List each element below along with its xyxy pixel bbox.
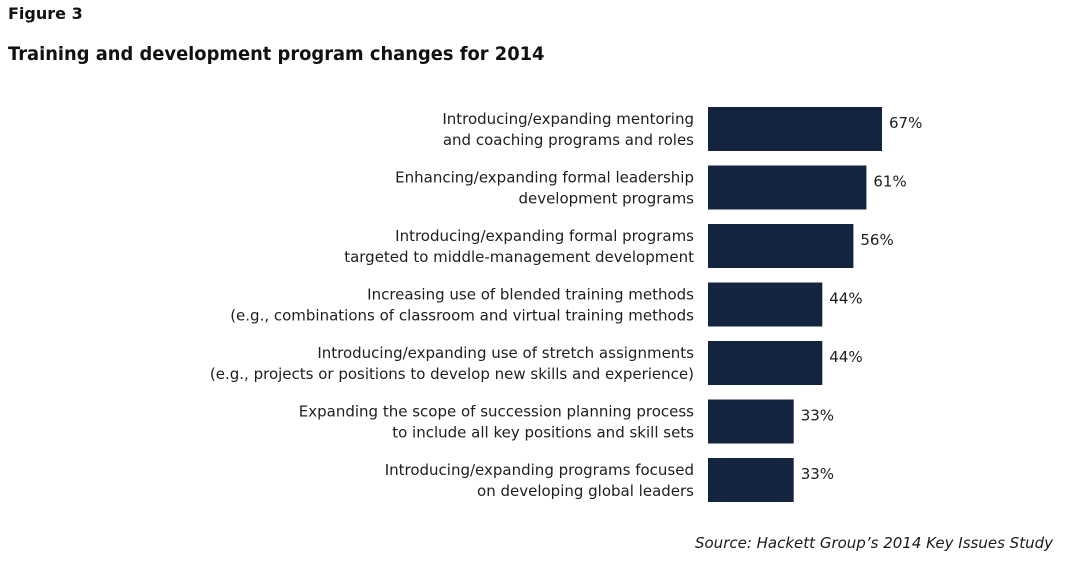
category-label-line: (e.g., combinations of classroom and vir… — [230, 307, 694, 325]
value-label: 67% — [889, 114, 922, 132]
category-label: Increasing use of blended training metho… — [230, 286, 694, 325]
category-label-line: Introducing/expanding mentoring — [442, 110, 694, 128]
value-label: 61% — [873, 173, 906, 191]
bar-row: Enhancing/expanding formal leadership dev… — [395, 165, 907, 210]
bar-row: Introducing/expanding programs focused on… — [385, 458, 834, 502]
bar — [708, 107, 882, 151]
category-label-line: targeted to middle-management developmen… — [344, 248, 694, 266]
bar — [708, 282, 823, 327]
value-label: 56% — [860, 231, 893, 249]
category-label-line: development programs — [518, 190, 694, 208]
bar-row: Introducing/expanding use of stretch ass… — [210, 341, 863, 385]
category-label: Introducing/expanding formal programs tar… — [344, 227, 694, 266]
category-label-line: and coaching programs and roles — [443, 131, 694, 149]
value-label: 33% — [801, 465, 834, 483]
category-label: Enhancing/expanding formal leadership dev… — [395, 169, 694, 208]
bar-row: Increasing use of blended training metho… — [230, 282, 863, 327]
category-label: Introducing/expanding programs focused on… — [385, 461, 694, 500]
value-label: 44% — [829, 348, 862, 366]
bar-row: Introducing/expanding mentoring and coach… — [442, 107, 922, 151]
value-label: 44% — [829, 290, 862, 308]
category-label-line: Introducing/expanding formal programs — [395, 227, 694, 245]
category-label-line: Expanding the scope of succession planni… — [299, 403, 694, 421]
bar — [708, 224, 854, 268]
value-label: 33% — [801, 407, 834, 425]
category-label-line: Introducing/expanding use of stretch ass… — [317, 344, 694, 362]
bar — [708, 458, 794, 502]
bar-row: Expanding the scope of succession planni… — [299, 399, 834, 444]
figure-label: Figure 3 — [8, 4, 83, 23]
category-label-line: (e.g., projects or positions to develop … — [210, 365, 694, 383]
category-label-line: Increasing use of blended training metho… — [367, 286, 694, 304]
chart-title: Training and development program changes… — [8, 43, 545, 65]
category-label: Introducing/expanding use of stretch ass… — [210, 344, 694, 383]
bar — [708, 165, 867, 210]
category-label: Introducing/expanding mentoring and coach… — [442, 110, 694, 149]
source-note: Source: Hackett Group’s 2014 Key Issues … — [695, 534, 1053, 552]
bars-layer: Introducing/expanding mentoring and coach… — [210, 107, 922, 502]
bar — [708, 399, 794, 444]
source-study-name: 2014 Key Issues Study — [883, 534, 1053, 552]
category-label-line: Enhancing/expanding formal leadership — [395, 169, 694, 187]
category-label-line: to include all key positions and skill s… — [392, 424, 694, 442]
source-prefix: Source: Hackett Group’s — [694, 534, 879, 552]
category-label: Expanding the scope of succession planni… — [299, 403, 694, 442]
bar — [708, 341, 823, 385]
bar-row: Introducing/expanding formal programs tar… — [344, 224, 894, 268]
category-label-line: on developing global leaders — [477, 482, 694, 500]
category-label-line: Introducing/expanding programs focused — [385, 461, 694, 479]
